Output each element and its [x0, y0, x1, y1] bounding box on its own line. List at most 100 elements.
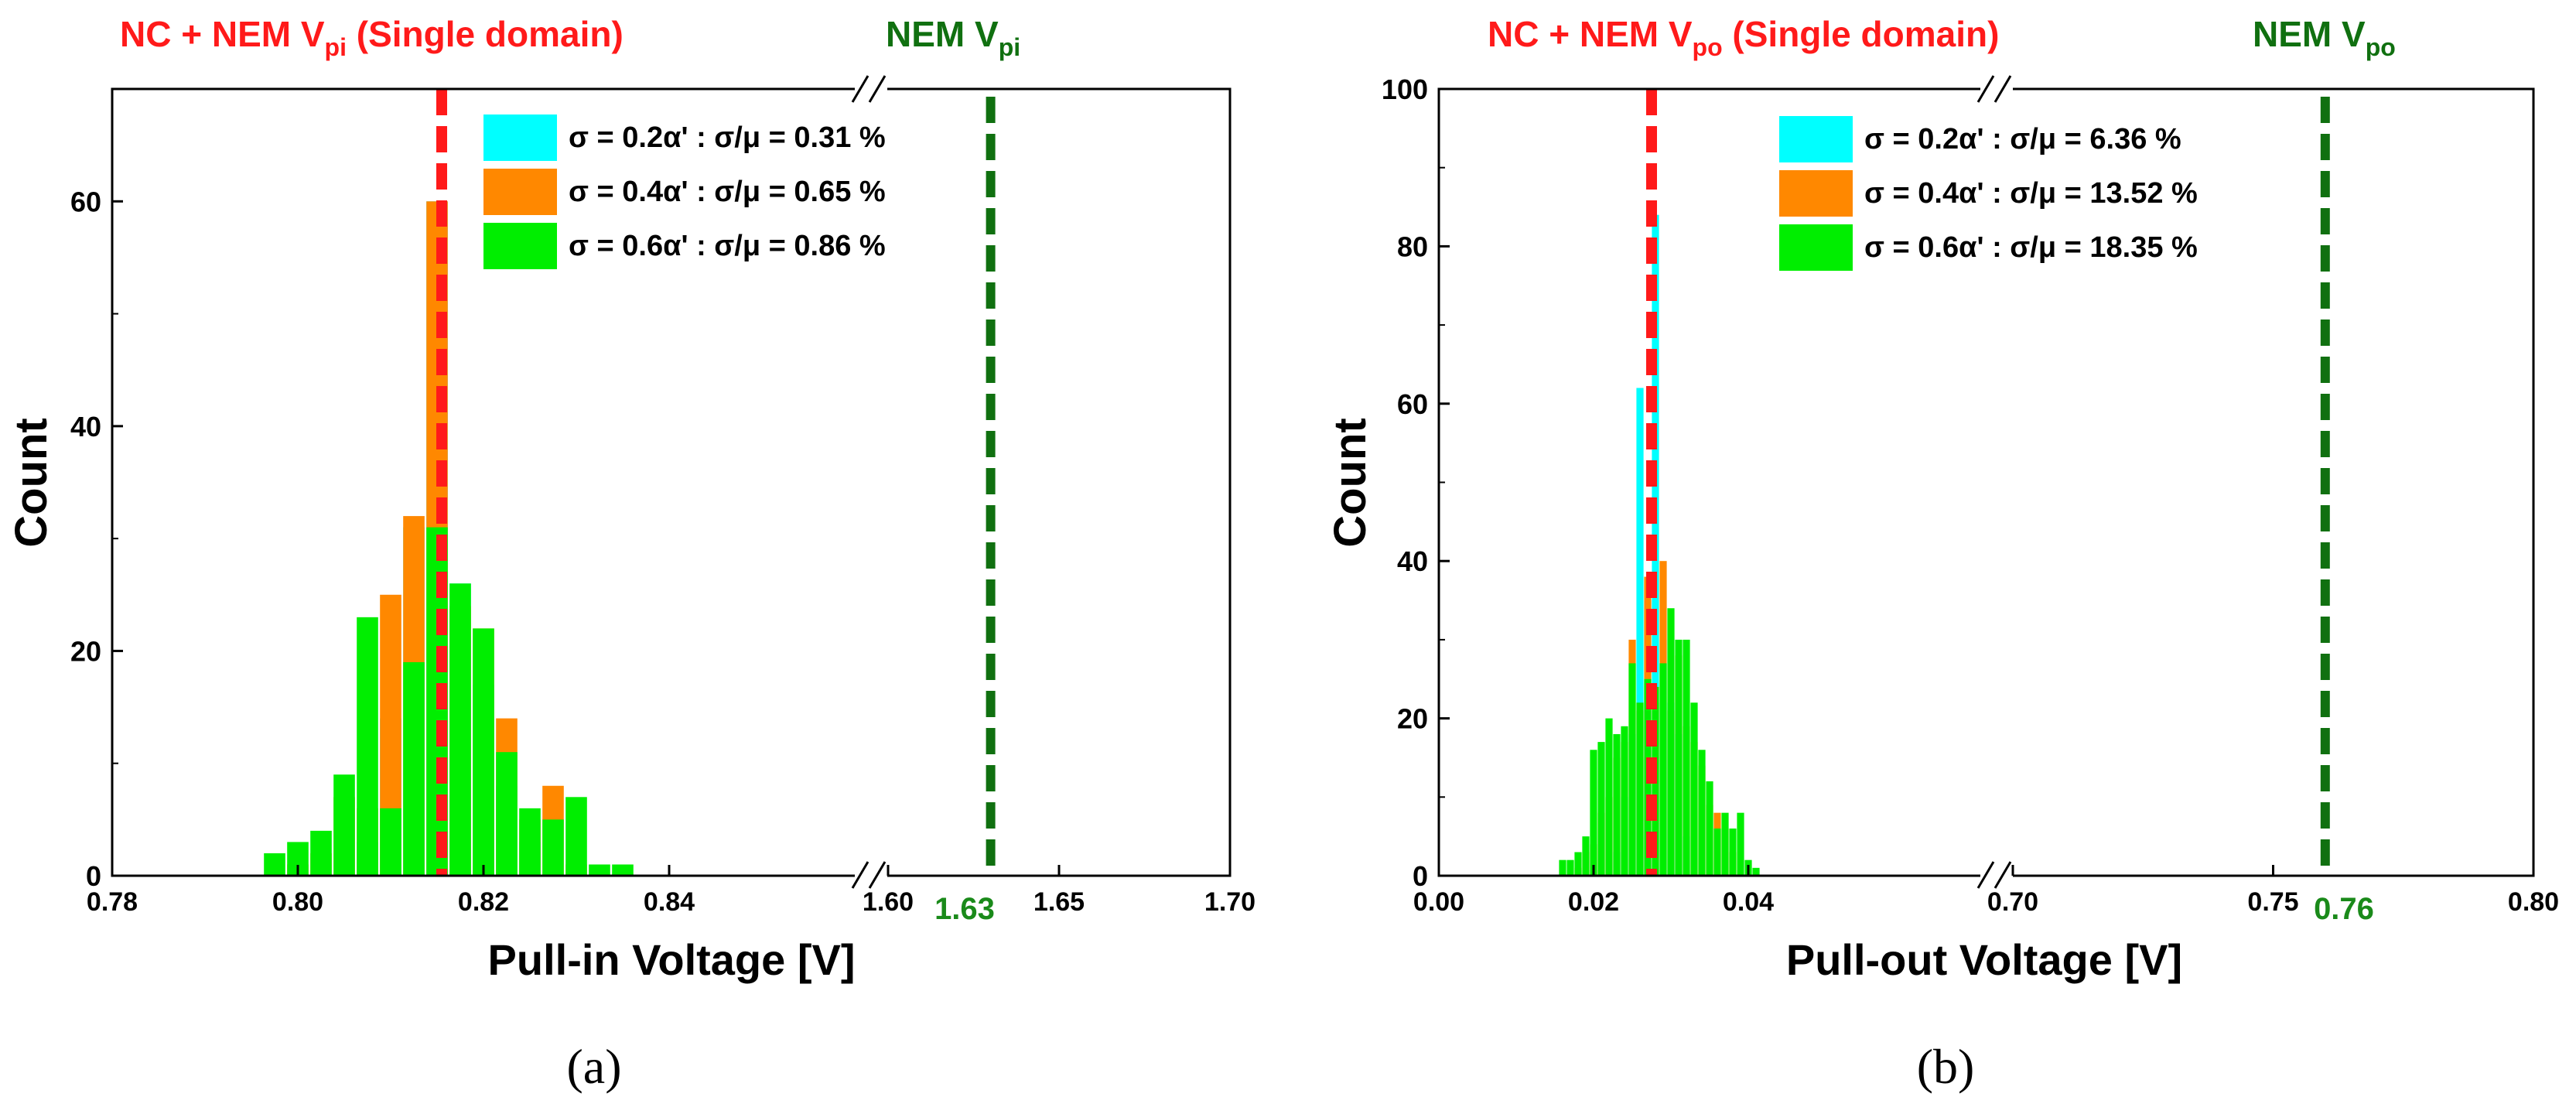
panel-a-x-ticks: 0.78 0.80 0.82 0.84 1.60 1.65 1.70 [87, 865, 1256, 917]
bar-s06-8 [1621, 726, 1628, 876]
bar-s06-11 [519, 808, 541, 876]
bar-s06-14 [589, 864, 610, 876]
bar-s06-7 [1613, 733, 1621, 876]
y-tick-label-3: 60 [1397, 388, 1428, 420]
bar-s06-13 [1659, 663, 1667, 876]
y-tick-label-1: 20 [1397, 703, 1428, 735]
bar-s06-1 [1566, 859, 1574, 876]
bar-s06-10 [496, 752, 518, 876]
panel-a-legend: σ = 0.2α' : σ/μ = 0.31 % σ = 0.4α' : σ/μ… [483, 114, 886, 269]
y-tick-label-0: 0 [86, 860, 101, 892]
bar-s06-17 [1690, 702, 1698, 876]
panel-b-bars [1559, 214, 1760, 877]
legend-label-s06: σ = 0.6α' : σ/μ = 18.35 % [1864, 231, 2198, 264]
bar-s06-18 [1698, 750, 1706, 876]
y-tick-label-0: 0 [1413, 860, 1428, 892]
bar-s06-20 [1713, 828, 1721, 876]
panel-a-axis-break-mark-right [868, 861, 887, 889]
bar-s06-22 [1729, 828, 1737, 876]
bar-s06-9 [1628, 663, 1636, 876]
bar-s06-12 [542, 819, 564, 876]
bar-s06-15 [612, 864, 634, 876]
panel-a-reference-lines [436, 89, 996, 876]
x-tick-label-0-3: 0.84 [644, 887, 695, 917]
panel-b-top-break-mark-right [1993, 75, 2012, 103]
y-tick-label-4: 80 [1397, 231, 1428, 262]
legend-swatch-s06 [1779, 224, 1853, 271]
bar-s06-2 [310, 830, 332, 876]
panel-b-nem-title: NEM Vpo [2253, 14, 2396, 61]
x-tick-label-1-1: 0.75 [2247, 887, 2298, 917]
x-tick-label-0-2: 0.04 [1723, 887, 1774, 917]
y-tick-label-1: 20 [70, 635, 101, 667]
bar-s06-8 [449, 583, 471, 876]
bar-s06-2 [1574, 852, 1582, 876]
panel-a-axis-break-mark-left [851, 861, 869, 889]
legend-label-s02: σ = 0.2α' : σ/μ = 6.36 % [1864, 123, 2181, 155]
panel-b-reference-lines [1646, 89, 2330, 876]
legend-label-s02: σ = 0.2α' : σ/μ = 0.31 % [569, 121, 886, 154]
panel-a-plot-frame [111, 87, 1232, 877]
x-tick-label-1-2: 0.80 [2508, 887, 2559, 917]
bar-s06-5 [1597, 742, 1605, 876]
x-tick-label-1-0: 1.60 [863, 887, 914, 917]
bar-s06-14 [1667, 608, 1675, 876]
bar-s06-9 [473, 628, 494, 876]
panel-a-bars [264, 201, 634, 876]
panel-b-y-ticks: 0 20 40 60 80 100 [1382, 73, 1450, 892]
panel-a-top-break-mark-left [851, 75, 869, 103]
panel-a-caption: (a) [566, 1039, 621, 1094]
x-tick-label-1-2: 1.70 [1204, 887, 1256, 917]
panel-b-x-axis-label: Pull-out Voltage [V] [1786, 935, 2182, 984]
bar-s06-13 [565, 797, 587, 876]
panel-a-nem-title: NEM Vpi [886, 14, 1020, 61]
x-tick-label-1-1: 1.65 [1033, 887, 1085, 917]
panel-a-y-axis-label: Count [6, 418, 56, 548]
x-tick-label-0-1: 0.80 [272, 887, 323, 917]
legend-swatch-s04 [483, 169, 557, 215]
bar-s06-3 [333, 774, 355, 876]
bar-s06-25 [1752, 867, 1760, 876]
y-tick-label-2: 40 [1397, 545, 1428, 577]
legend-label-s04: σ = 0.4α' : σ/μ = 0.65 % [569, 176, 886, 208]
legend-label-s06: σ = 0.6α' : σ/μ = 0.86 % [569, 230, 886, 262]
bar-s06-4 [357, 617, 378, 876]
bar-s06-6 [1605, 718, 1613, 876]
panel-a-x-axis-label: Pull-in Voltage [V] [488, 935, 856, 984]
bar-s06-3 [1582, 836, 1590, 876]
panel-b-top-break-mark-left [1976, 75, 1995, 103]
panel-b-caption: (b) [1917, 1039, 1975, 1094]
panel-b: NC + NEM Vpo (Single domain) NEM Vpo 0 20… [1325, 14, 2559, 1094]
panel-a-nc-title: NC + NEM Vpi (Single domain) [120, 14, 624, 61]
panel-a-top-break-mark-right [868, 75, 887, 103]
panel-b-y-axis-label: Count [1325, 418, 1375, 548]
legend-swatch-s02 [483, 114, 557, 161]
panel-b-nem-value-label: 0.76 [2314, 892, 2374, 926]
bar-s06-5 [380, 808, 401, 876]
legend-swatch-s04 [1779, 170, 1853, 217]
bar-s06-16 [1683, 639, 1690, 876]
panel-a-y-ticks: 0 20 40 60 [70, 186, 123, 892]
x-tick-label-1-0: 0.70 [1987, 887, 2038, 917]
panel-b-legend: σ = 0.2α' : σ/μ = 6.36 % σ = 0.4α' : σ/μ… [1779, 116, 2198, 271]
bar-s06-10 [1636, 702, 1644, 876]
y-tick-label-3: 60 [70, 186, 101, 217]
legend-swatch-s02 [1779, 116, 1853, 162]
bar-s06-23 [1737, 812, 1744, 876]
panel-b-axis-break-mark-left [1976, 861, 1995, 889]
y-tick-label-2: 40 [70, 411, 101, 443]
bar-s06-0 [264, 853, 285, 876]
x-tick-label-0-1: 0.02 [1568, 887, 1619, 917]
bar-s06-6 [403, 661, 425, 876]
x-tick-label-0-0: 0.78 [87, 887, 138, 917]
legend-swatch-s06 [483, 223, 557, 269]
bar-s06-15 [1675, 639, 1683, 876]
panel-a: NC + NEM Vpi (Single domain) NEM Vpi 0 20… [6, 14, 1256, 1094]
bar-s06-4 [1590, 750, 1597, 876]
panel-a-nem-value-label: 1.63 [934, 892, 995, 926]
panel-b-x-ticks: 0.00 0.02 0.04 0.70 0.75 0.80 [1413, 865, 2559, 917]
bar-s06-21 [1721, 812, 1729, 876]
bar-s02-3 [1636, 388, 1644, 877]
bar-s06-0 [1559, 859, 1566, 876]
